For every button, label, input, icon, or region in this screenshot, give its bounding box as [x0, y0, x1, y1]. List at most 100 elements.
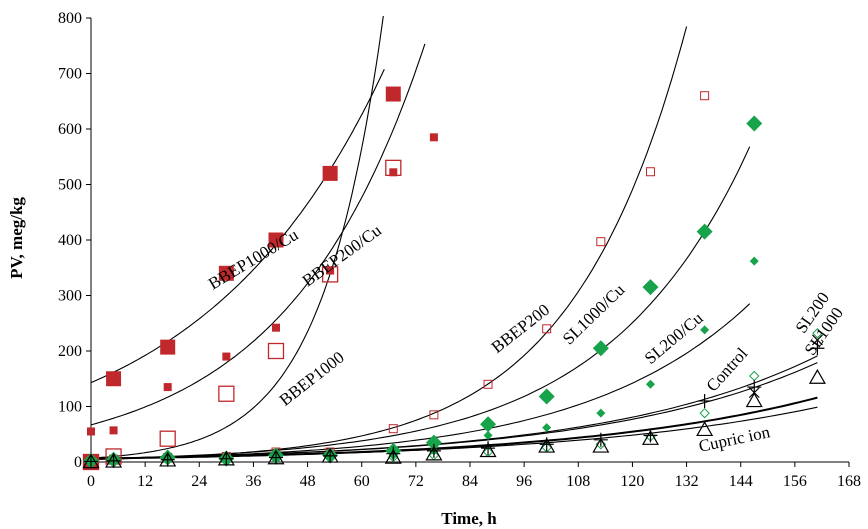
data-point-control	[268, 450, 283, 465]
data-point-sl200	[595, 439, 607, 450]
data-point-cupric-ion	[696, 421, 714, 437]
trendline-cupric-ion	[91, 406, 818, 460]
data-point-cupric-ion	[425, 445, 443, 461]
x-tick-label: 156	[783, 473, 807, 490]
y-tick-label: 200	[58, 343, 82, 360]
curve-label-sl1000-cu: SL1000/Cu	[559, 280, 629, 348]
data-point-bbep1000-cu	[106, 371, 122, 387]
trendline-bbep1000-cu	[91, 69, 385, 384]
x-axis-title: Time, h	[441, 509, 497, 528]
data-point-bbep200	[700, 91, 710, 101]
data-point-bbep1000	[87, 427, 95, 436]
data-point-bbep1000	[222, 352, 231, 361]
data-point-bbep1000	[271, 323, 280, 332]
data-point-bbep200	[596, 237, 606, 247]
data-point-sl200-cu	[542, 423, 552, 433]
data-point-cupric-ion	[384, 448, 402, 464]
data-point-cupric-ion	[321, 447, 339, 463]
data-point-sl200-cu	[749, 256, 759, 266]
data-point-sl1000-cu	[425, 434, 442, 451]
y-tick-label: 500	[58, 177, 82, 194]
x-tick-label: 24	[191, 473, 207, 490]
data-point-sl1000	[811, 334, 823, 346]
ticks: 0 12 24 36 48 60 72 84 96 108 120 132 144 156 168 0 100 2…	[58, 10, 861, 490]
data-point-bbep200	[542, 324, 552, 334]
y-tick-label: 0	[74, 454, 82, 471]
data-point-bbep200	[483, 379, 493, 389]
data-point-control	[810, 341, 825, 356]
data-point-control	[106, 453, 121, 468]
data-point-bbep1000	[109, 426, 118, 435]
trendlines	[91, 16, 818, 461]
data-point-control	[747, 380, 762, 395]
data-point-bbep1000	[326, 266, 335, 275]
data-point-sl1000-cu	[642, 279, 659, 296]
data-point-bbep200-cu	[267, 342, 285, 360]
data-point-sl1000-cu	[746, 115, 763, 132]
data-point-cupric-ion	[267, 449, 285, 465]
x-tick-label: 12	[137, 473, 153, 490]
data-point-bbep1000-cu	[218, 265, 234, 281]
data-point-sl1000-cu	[480, 416, 497, 433]
x-tick-label: 144	[729, 473, 753, 490]
data-point-bbep1000-cu	[385, 86, 401, 102]
data-point-cupric-ion	[479, 442, 497, 458]
data-point-control	[323, 448, 338, 463]
x-tick-label: 120	[620, 473, 644, 490]
data-point-sl200-cu	[645, 379, 655, 389]
data-point-control	[219, 451, 234, 466]
data-point-sl200-cu	[596, 408, 606, 418]
data-point-cupric-ion	[105, 452, 123, 468]
data-point-sl1000-cu	[538, 388, 555, 405]
curve-label-bbep200-cu: BBEP200/Cu	[299, 220, 385, 290]
data-point-cupric-ion	[641, 429, 660, 445]
y-tick-label: 300	[58, 288, 82, 305]
y-tick-label: 600	[58, 121, 82, 138]
x-tick-label: 48	[300, 473, 316, 490]
data-point-sl200	[699, 407, 710, 419]
curve-label-cupric-ion: Cupric ion	[697, 422, 772, 456]
data-point-cupric-ion	[745, 392, 763, 408]
data-point-bbep1000	[389, 168, 398, 177]
trendline-bbep200-cu	[91, 43, 426, 426]
data-point-sl200	[812, 328, 823, 339]
data-point-cupric-ion	[159, 451, 177, 467]
data-point-control	[84, 454, 98, 469]
data-points	[82, 86, 826, 471]
x-tick-label: 96	[516, 473, 532, 490]
data-point-bbep200	[429, 410, 439, 420]
data-point-bbep1000	[163, 383, 172, 392]
data-point-cupric-ion	[808, 368, 826, 384]
curve-label-bbep1000: BBEP1000	[276, 348, 348, 410]
x-tick-label: 108	[566, 473, 590, 490]
y-tick-label: 700	[58, 66, 82, 83]
data-point-bbep1000-cu	[160, 339, 176, 355]
y-tick-label: 100	[58, 399, 82, 416]
data-point-bbep200	[645, 167, 655, 177]
data-point-sl1000-cu	[592, 340, 609, 357]
data-point-bbep1000-cu	[322, 165, 338, 181]
data-point-sl200	[749, 370, 760, 382]
x-tick-label: 168	[837, 473, 861, 490]
data-point-bbep1000-cu	[268, 232, 284, 248]
y-axis-title: PV, meg/kg	[7, 197, 26, 279]
trendline-bbep1000	[91, 16, 384, 459]
data-point-control	[697, 393, 712, 408]
data-point-bbep200	[388, 424, 398, 434]
curve-label-bbep1000-cu: BBEP1000/Cu	[205, 225, 302, 294]
data-point-cupric-ion	[538, 437, 556, 453]
trendline-sl1000-cu	[91, 146, 751, 460]
data-point-bbep200-cu	[218, 385, 235, 402]
x-tick-label: 84	[462, 473, 478, 490]
data-point-sl200-cu	[700, 325, 710, 335]
data-point-bbep1000	[429, 133, 438, 142]
data-point-sl1000-cu	[696, 223, 713, 240]
data-point-cupric-ion	[217, 450, 235, 466]
data-point-control	[160, 452, 175, 467]
x-tick-label: 36	[245, 473, 261, 490]
data-point-sl200-cu	[483, 430, 493, 440]
curve-label-sl200-cu: SL200/Cu	[641, 308, 707, 368]
x-tick-label: 0	[87, 473, 95, 490]
curve-label-control: Control	[702, 344, 751, 396]
